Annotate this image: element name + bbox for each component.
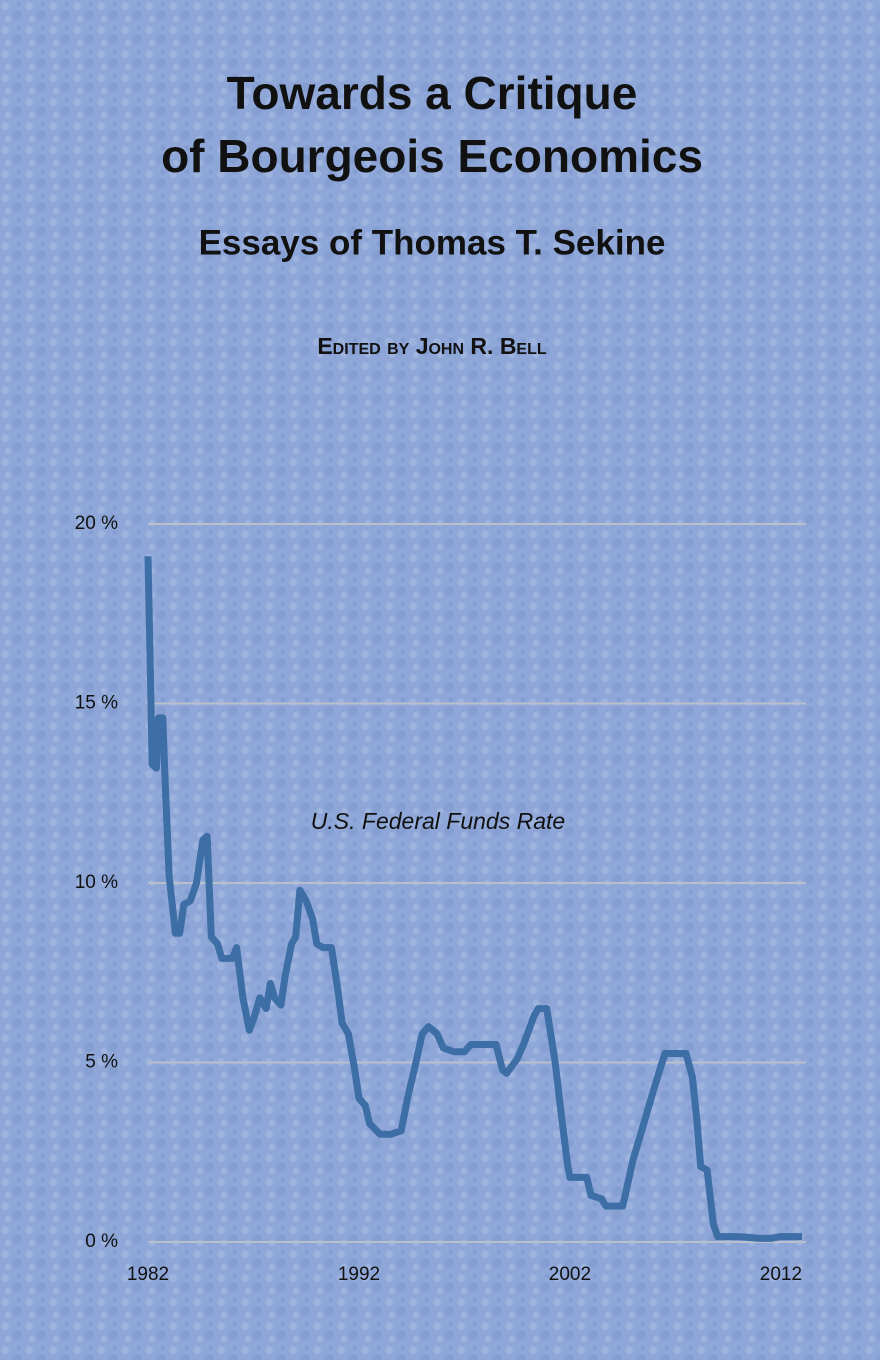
x-tick-label: 2002 bbox=[549, 1264, 591, 1285]
title-line: Towards a Critique bbox=[227, 67, 638, 119]
x-tick-label: 1982 bbox=[127, 1264, 169, 1285]
annotation: U.S. Federal Funds Rate bbox=[311, 808, 565, 834]
y-tick-label: 0 % bbox=[85, 1231, 118, 1252]
editor: Edited by John R. Bell bbox=[317, 333, 547, 359]
y-tick-label: 10 % bbox=[75, 872, 118, 893]
y-tick-label: 5 % bbox=[85, 1052, 118, 1073]
x-tick-label: 1992 bbox=[338, 1264, 380, 1285]
x-tick-label: 2012 bbox=[760, 1264, 802, 1285]
subtitle: Essays of Thomas T. Sekine bbox=[199, 223, 666, 262]
y-tick-label: 20 % bbox=[75, 513, 118, 534]
y-tick-label: 15 % bbox=[75, 693, 118, 714]
title-line: of Bourgeois Economics bbox=[161, 130, 703, 182]
data-line bbox=[144, 556, 802, 1242]
